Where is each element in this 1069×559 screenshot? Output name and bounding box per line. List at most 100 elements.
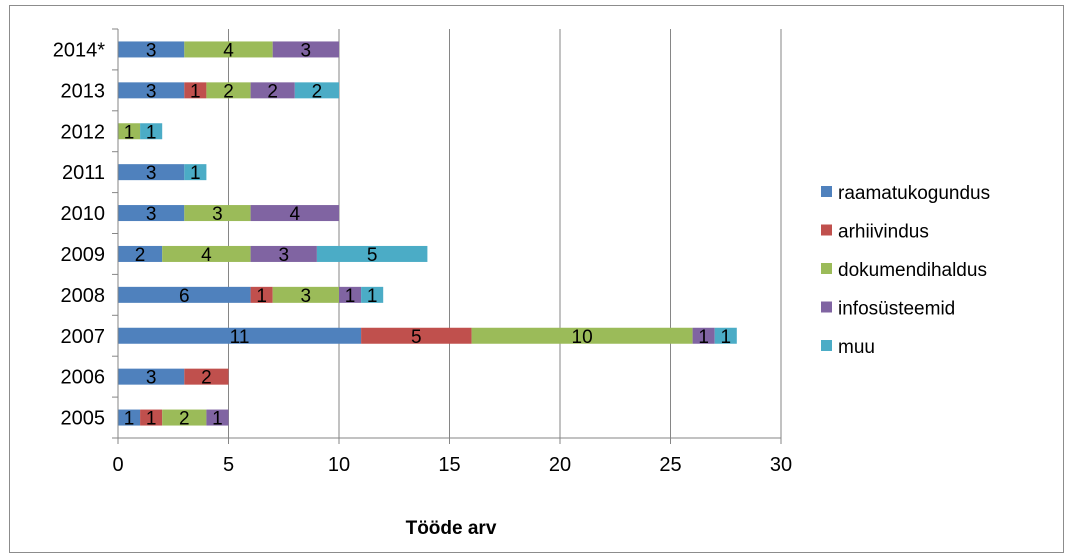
bar-data-label: 5: [367, 245, 378, 266]
bar-segment: [184, 164, 207, 181]
bar-segment: [250, 286, 273, 303]
bar-segment: [361, 327, 472, 344]
bar-data-label: 1: [256, 286, 267, 307]
bar-segment: [118, 409, 141, 426]
bar-data-label: 2: [312, 81, 323, 102]
bar-segment: [140, 123, 163, 140]
bar-data-label: 1: [698, 327, 709, 348]
bar-segment: [118, 164, 185, 181]
x-axis-title: Tööde arv: [406, 518, 497, 539]
bar-data-label: 3: [146, 40, 157, 61]
bar-data-label: 3: [146, 163, 157, 184]
bar-data-label: 1: [720, 327, 731, 348]
chart-frame: 0 5 10 15 20 25 30 2005 2006 2007 2008 2009 2010 2011…: [9, 5, 1064, 553]
bar-data-label: 2: [201, 368, 212, 389]
y-category-label: 2005: [61, 408, 106, 430]
x-tick-label: 0: [112, 454, 123, 476]
bar-data-label: 4: [223, 40, 234, 61]
legend-swatch: [821, 224, 832, 236]
bar-segment: [118, 41, 185, 58]
bar-segment: [714, 327, 737, 344]
bar-segment: [206, 409, 229, 426]
x-tick-label: 30: [770, 454, 792, 476]
bar-data-label: 3: [212, 204, 223, 225]
x-tick-label: 25: [659, 454, 681, 476]
bar-data-label: 4: [290, 204, 301, 225]
bar-data-label: 1: [124, 409, 135, 430]
bar-segment: [118, 205, 185, 222]
bar-segment: [206, 82, 251, 99]
bar-segment: [184, 205, 251, 222]
x-tick-label: 10: [328, 454, 350, 476]
legend-swatch: [821, 301, 832, 313]
legend-label: dokumendihaldus: [838, 260, 987, 281]
bar-data-label: 1: [190, 163, 201, 184]
bar-data-label: 3: [146, 368, 157, 389]
bar-data-label: 3: [301, 40, 312, 61]
bars: [118, 41, 737, 426]
y-category-label: 2014*: [53, 39, 105, 61]
bar-data-label: 6: [179, 286, 190, 307]
bar-segment: [118, 245, 163, 262]
x-tick-label: 20: [549, 454, 571, 476]
y-category-label: 2010: [61, 203, 106, 225]
x-tick-label: 15: [438, 454, 460, 476]
bar-segment: [118, 368, 185, 385]
bar-data-label: 1: [124, 122, 135, 143]
bar-data-label: 3: [146, 204, 157, 225]
legend-label: raamatukogundus: [838, 183, 990, 204]
bar-segment: [294, 82, 339, 99]
bar-data-label: 1: [190, 81, 201, 102]
legend-swatch: [821, 340, 832, 351]
legend-label: muu: [838, 337, 875, 358]
legend-swatch: [821, 186, 832, 197]
bar-data-label: 2: [135, 245, 146, 266]
bar-segment: [272, 286, 339, 303]
bar-segment: [471, 327, 693, 344]
bar-data-label: 2: [267, 81, 278, 102]
bar-segment: [162, 409, 207, 426]
y-category-label: 2012: [61, 121, 106, 143]
bar-segment: [140, 409, 163, 426]
legend-label: infosüsteemid: [838, 299, 955, 320]
bar-segment: [339, 286, 362, 303]
bar-data-label: 1: [367, 286, 378, 307]
bar-data-label: 2: [179, 409, 190, 430]
bar-data-label: 5: [411, 327, 422, 348]
data-labels: 1 1 2 13 211 5 10 1 16 1 3 1 12 4 3 53 3 43 11 13 1 2 2 23 4 3: [124, 40, 731, 429]
y-category-label: 2007: [61, 326, 106, 348]
bar-data-label: 3: [146, 81, 157, 102]
bar-segment: [184, 368, 229, 385]
legend-swatch: [821, 263, 832, 274]
y-category-label: 2011: [62, 162, 105, 184]
bar-segment: [118, 82, 185, 99]
bar-data-label: 3: [301, 286, 312, 307]
bar-data-label: 4: [201, 245, 212, 266]
bar-data-label: 1: [345, 286, 356, 307]
y-category-label: 2013: [61, 80, 106, 102]
bar-segment: [118, 123, 141, 140]
y-category-label: 2008: [61, 285, 106, 307]
bar-segment: [184, 82, 207, 99]
bar-segment: [250, 205, 339, 222]
y-category-label: 2009: [61, 244, 106, 266]
bar-segment: [184, 41, 273, 58]
bar-data-label: 10: [572, 327, 593, 348]
bar-data-label: 3: [278, 245, 289, 266]
bar-segment: [118, 327, 362, 344]
bar-data-label: 1: [146, 122, 157, 143]
axes: 0 5 10 15 20 25 302005200620072008200920102011…: [53, 28, 792, 476]
stacked-bar-chart: 0 5 10 15 20 25 302005200620072008200920102011…: [53, 28, 990, 539]
bar-segment: [250, 245, 317, 262]
bar-segment: [316, 245, 428, 262]
legend: raamatukogundus arhiivindus dokumendihaldu…: [821, 183, 990, 358]
bar-segment: [272, 41, 339, 58]
bar-segment: [118, 286, 251, 303]
x-tick-label: 5: [223, 454, 234, 476]
y-category-label: 2006: [61, 367, 106, 389]
bar-data-label: 11: [230, 327, 250, 348]
bar-segment: [692, 327, 715, 344]
bar-data-label: 1: [212, 409, 223, 430]
bar-data-label: 2: [223, 81, 234, 102]
bar-data-label: 1: [146, 409, 157, 430]
